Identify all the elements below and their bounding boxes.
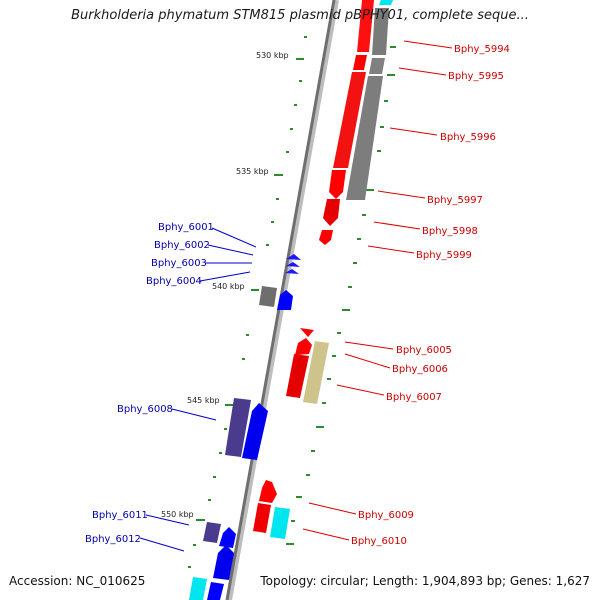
gene-label-bphy-6004[interactable]: Bphy_6004 [146, 276, 202, 287]
gene-feature-bphy-5997[interactable] [329, 170, 346, 199]
gene-label-bphy-5996[interactable]: Bphy_5996 [440, 132, 496, 143]
accession-text: Accession: NC_010625 [9, 574, 146, 588]
gene-feature-bphy-6004-grey[interactable] [259, 286, 277, 307]
map-title: Burkholderia phymatum STM815 plasmid pBP… [71, 8, 529, 23]
gene-feature-bphy-6008[interactable] [242, 403, 268, 460]
gene-feature-cyan-bottom[interactable] [189, 577, 207, 600]
gene-feature-bphy-5994-grey[interactable] [372, 8, 389, 55]
gene-feature-red-2[interactable] [353, 55, 367, 70]
gene-feature-cyan-top[interactable] [379, 0, 393, 5]
gene-label-bphy-5999[interactable]: Bphy_5999 [416, 250, 472, 261]
inner-tick-ring [188, 36, 307, 568]
gene-feature-bphy-6010-cyan[interactable] [270, 507, 290, 539]
gene-feature-bphy-6008-navy[interactable] [225, 398, 251, 457]
gene-feature-bphy-6001[interactable] [286, 254, 301, 260]
gene-feature-bphy-6005[interactable] [300, 328, 314, 337]
gene-feature-red-3[interactable] [333, 72, 366, 168]
gene-feature-bphy-6012[interactable] [213, 545, 234, 580]
gene-label-bphy-5995[interactable]: Bphy_5995 [448, 71, 504, 82]
gene-label-bphy-6007[interactable]: Bphy_6007 [386, 392, 442, 403]
gene-feature-bphy-6006[interactable] [295, 338, 312, 355]
right-leader-lines [302, 40, 453, 541]
gene-label-bphy-6012[interactable]: Bphy_6012 [85, 534, 141, 545]
topology-summary: Topology: circular; Length: 1,904,893 bp… [260, 574, 590, 588]
gene-label-bphy-5997[interactable]: Bphy_5997 [427, 195, 483, 206]
scale-tick-label-540: 540 kbp [212, 282, 245, 291]
gene-feature-bphy-6009[interactable] [259, 480, 277, 503]
gene-feature-bphy-6011-navy[interactable] [203, 522, 221, 543]
gene-label-bphy-6002[interactable]: Bphy_6002 [154, 240, 210, 251]
gene-label-bphy-6011[interactable]: Bphy_6011 [92, 510, 148, 521]
scale-tick-label-545: 545 kbp [187, 396, 220, 405]
gene-label-bphy-6001[interactable]: Bphy_6001 [158, 222, 214, 233]
gene-feature-red-1[interactable] [357, 0, 374, 52]
gene-feature-blue-bottom[interactable] [207, 582, 224, 600]
gene-feature-bphy-5996-grey[interactable] [346, 76, 383, 200]
gene-label-bphy-5994[interactable]: Bphy_5994 [454, 44, 510, 55]
outer-tick-ring [286, 46, 396, 545]
gene-label-bphy-6005[interactable]: Bphy_6005 [396, 345, 452, 356]
scale-tick-label-550: 550 kbp [161, 510, 194, 519]
forward-strand-features [253, 0, 393, 539]
gene-feature-bphy-6002[interactable] [286, 262, 300, 267]
scale-tick-label-535: 535 kbp [236, 167, 269, 176]
scale-tick-label-530: 530 kbp [256, 51, 289, 60]
left-leader-lines [139, 227, 257, 552]
gene-feature-bphy-6010[interactable] [253, 503, 271, 533]
gene-feature-bphy-6011[interactable] [219, 527, 236, 548]
reverse-strand-features [189, 254, 301, 600]
gene-label-bphy-6008[interactable]: Bphy_6008 [117, 404, 173, 415]
gene-label-bphy-6010[interactable]: Bphy_6010 [351, 536, 407, 547]
gene-feature-bphy-5999[interactable] [319, 230, 333, 245]
right-labels: Bphy_5994 Bphy_5995 Bphy_5996 Bphy_5997 … [351, 44, 510, 547]
gene-feature-bphy-5998[interactable] [323, 199, 340, 226]
gene-label-bphy-6006[interactable]: Bphy_6006 [392, 364, 448, 375]
gene-feature-bphy-6007-olive[interactable] [303, 341, 329, 404]
gene-label-bphy-6009[interactable]: Bphy_6009 [358, 510, 414, 521]
gene-label-bphy-6003[interactable]: Bphy_6003 [151, 258, 207, 269]
left-labels: Bphy_6001 Bphy_6002 Bphy_6003 Bphy_6004 … [85, 222, 214, 545]
gene-feature-bphy-6003[interactable] [285, 269, 299, 274]
gene-feature-bphy-6004[interactable] [277, 290, 293, 310]
gene-label-bphy-5998[interactable]: Bphy_5998 [422, 226, 478, 237]
gene-feature-bphy-6007[interactable] [286, 354, 309, 398]
gene-feature-bphy-5995-grey[interactable] [369, 58, 385, 74]
